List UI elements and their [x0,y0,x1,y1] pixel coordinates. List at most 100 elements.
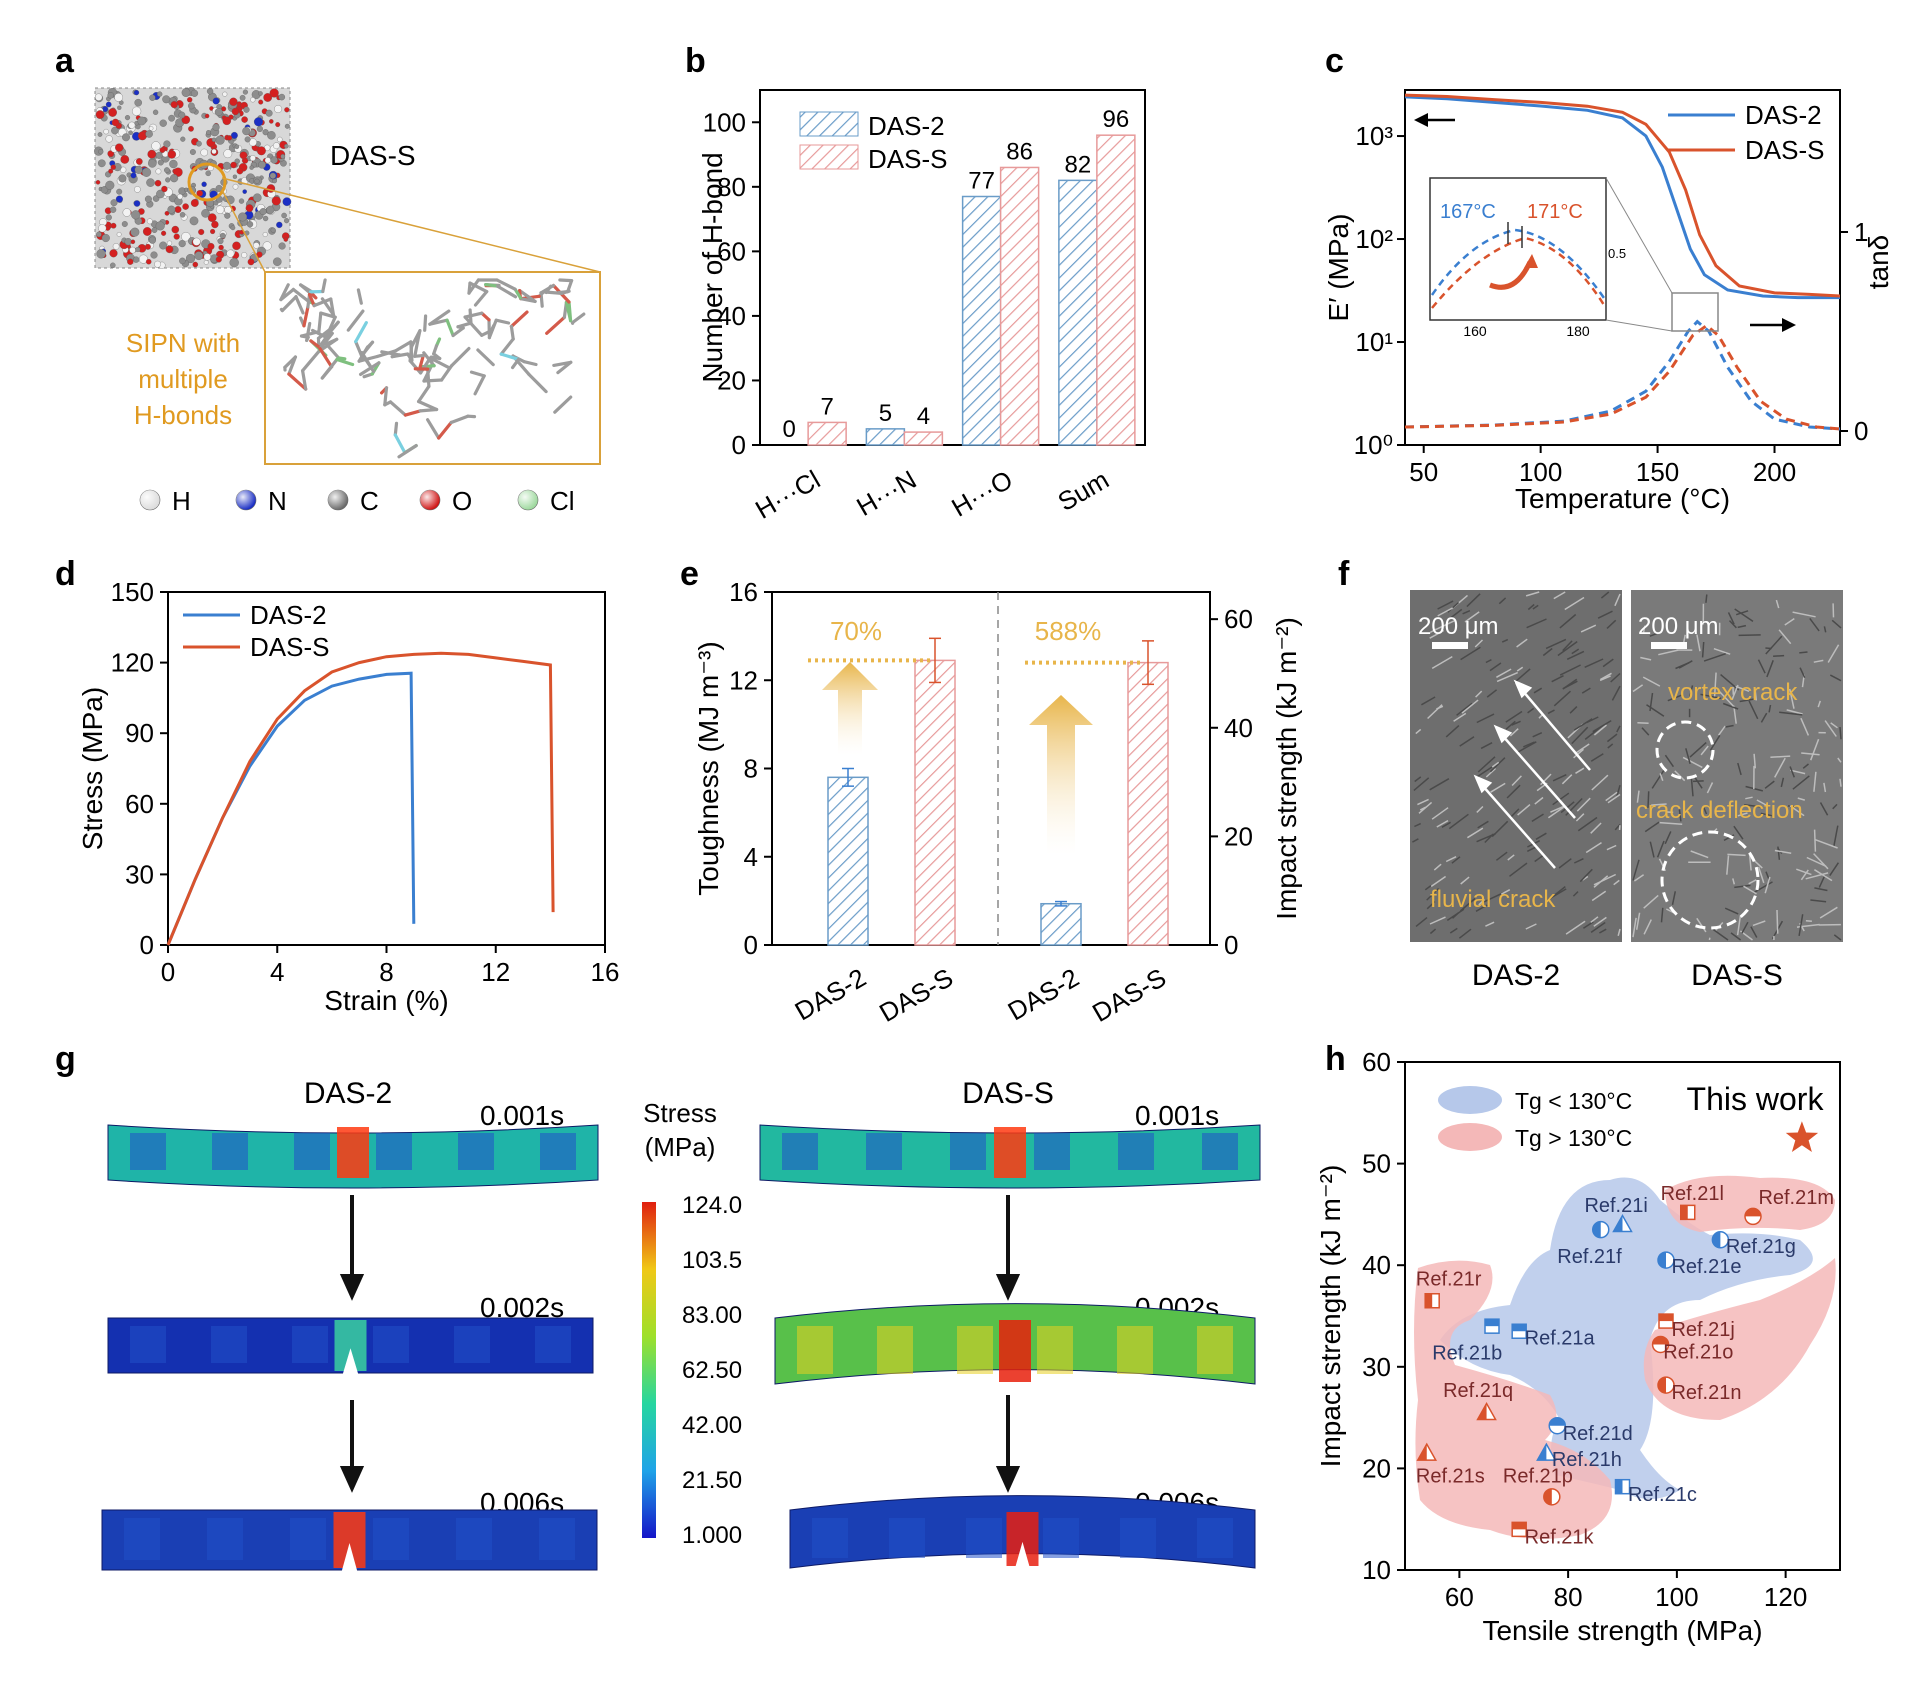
sem-texture-stroke [1579,868,1593,883]
bond-stick [509,324,515,341]
sem-texture-stroke [1814,869,1833,882]
atom-sphere [281,212,287,219]
atom-sphere [97,159,106,168]
sem-texture-stroke [1496,668,1512,678]
atom-sphere [278,93,286,101]
sem-texture-stroke [1413,777,1430,791]
y2-tick-label: 20 [1224,821,1253,851]
atom-sphere [152,195,160,202]
point-label-ref-21m: Ref.21m [1758,1187,1834,1209]
sem-texture-stroke [1467,827,1484,839]
x-category-label: DAS-2 [790,962,871,1026]
atom-legend-cl-label: Cl [550,486,575,516]
sem-texture-stroke [1552,792,1570,806]
y-tick-label: 80 [717,172,746,202]
atom-sphere [270,156,278,164]
sem-texture-stroke [1790,769,1806,775]
atom-sphere [107,150,115,158]
bond-stick [517,289,537,303]
atom-sphere [130,227,140,237]
atom-sphere [236,167,244,175]
bond-stick [428,356,451,370]
atom-sphere [234,144,240,150]
sem-texture-stroke [1752,881,1773,894]
bond-stick [346,309,365,332]
bar-das-2-2 [961,195,1002,446]
sem-texture-stroke [1724,907,1739,915]
vortex-crack-label: vortex crack [1668,679,1798,706]
bar-value-label: 0 [782,416,795,443]
atom-sphere [239,94,246,101]
sem-texture-stroke [1817,700,1822,708]
zoom-inset-box [264,271,601,465]
bond-stick [318,347,334,369]
inset-x-tick: 160 [1463,323,1487,339]
sem-texture-stroke [1527,707,1535,714]
sem-texture-stroke [1434,620,1455,631]
sem-texture-stroke [1641,727,1650,736]
sem-texture-stroke [1464,611,1480,623]
sem-texture-stroke [1459,897,1476,912]
sem-texture-stroke [1659,773,1664,781]
atom-sphere [200,148,208,157]
sem-texture-stroke [1412,838,1419,843]
legend-label-das-2: DAS-2 [1745,100,1822,130]
atom-sphere [162,95,171,104]
sem-texture-stroke [1591,774,1609,791]
point-label-ref-21i: Ref.21i [1584,1195,1647,1217]
atom-sphere [241,116,248,123]
sem-texture-stroke [1730,932,1742,941]
atom-sphere [229,257,239,268]
sem-texture-stroke [1478,898,1486,906]
atom-sphere [135,158,143,165]
sem-texture-stroke [1481,891,1505,904]
sem-texture-stroke [1792,775,1810,790]
marker-half-fill [1512,1522,1527,1530]
sem-texture-stroke [1637,722,1649,725]
sem-texture-stroke [1496,671,1518,683]
atom-sphere [201,181,207,187]
point-label-ref-21a: Ref.21a [1525,1327,1596,1349]
atom-sphere [284,218,290,224]
impact-increase-label: 588% [1035,616,1102,646]
panel-letter-d: d [55,555,76,593]
zoom-line-2 [221,189,266,273]
marker-half-fill [1613,1215,1623,1232]
sem-texture-stroke [1748,854,1752,871]
sem-texture-stroke [1429,629,1445,639]
legend-label-das-2: DAS-2 [250,600,327,630]
fea-stress-patch [950,1133,986,1170]
sem-texture-stroke [1683,634,1686,643]
sem-texture-stroke [1685,748,1691,765]
sem-texture-stroke [1756,799,1767,806]
atom-sphere [206,130,211,135]
atom-sphere [207,242,215,250]
atom-sphere [196,190,203,197]
atom-sphere [275,122,281,128]
atom-sphere [241,252,248,259]
bond-stick [356,288,363,305]
atom-sphere [109,249,118,258]
sem-texture-stroke [1448,608,1463,620]
sem-texture-stroke [1551,675,1564,683]
sem-texture-stroke [1774,849,1792,854]
fea-stress-patch [292,1326,328,1363]
panel-g-fea-simulation: DAS-2 DAS-S 0.001s 0.002s 0.006s 0.001s … [101,1077,1261,1572]
bond-stick [320,297,336,317]
sem-texture-stroke [1516,638,1528,648]
x-tick-label: 0 [161,957,175,987]
atom-sphere [181,232,191,242]
x-category-label: H···Cl [750,464,825,525]
bar-das-2-3 [1058,179,1098,446]
atom-sphere [189,149,196,155]
toughness-increase-label: 70% [830,616,882,646]
bond-stick [291,287,310,303]
sem-texture-stroke [1810,899,1827,903]
bond-stick [301,369,308,391]
sem-texture-stroke [1775,599,1780,609]
sem-texture-stroke [1565,920,1586,935]
y-axis-label: Stress (MPa) [77,687,108,850]
sem-texture-stroke [1566,650,1585,660]
sem-texture-stroke [1796,868,1812,876]
